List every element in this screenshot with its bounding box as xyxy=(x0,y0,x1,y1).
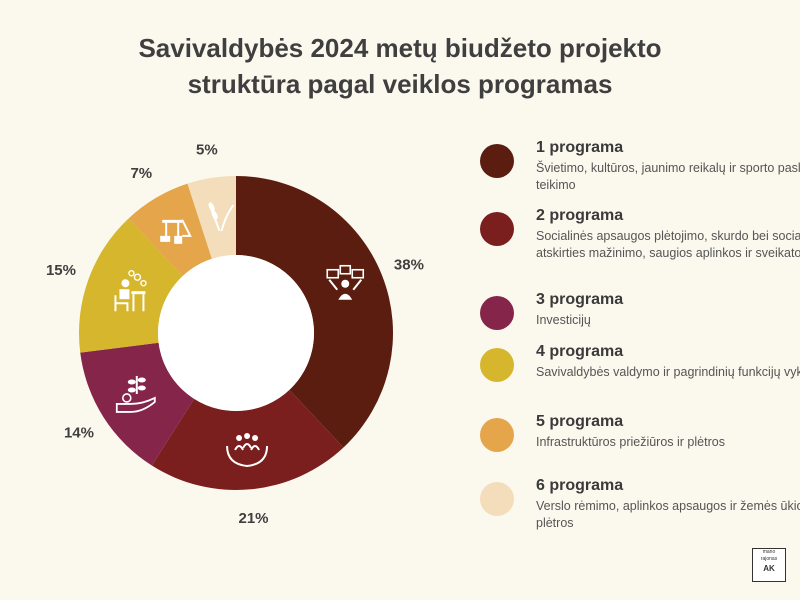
donut-hole xyxy=(158,255,314,411)
data-label-5: 7% xyxy=(130,165,152,182)
office-work-icon xyxy=(114,269,147,312)
legend-name: 6 programa xyxy=(536,477,624,494)
slice-4 xyxy=(79,218,183,353)
legend-name: 2 programa xyxy=(536,207,624,224)
data-label-2: 21% xyxy=(238,510,268,527)
legend-description: Verslo rėmimo, aplinkos apsaugos ir žemė… xyxy=(536,499,800,530)
data-label-6: 5% xyxy=(196,141,218,158)
title-line-2: struktūra pagal veiklos programas xyxy=(187,69,613,99)
legend-swatch xyxy=(480,144,514,178)
legend-item-2: 2 programa Socialinės apsaugos plėtojimo,… xyxy=(480,206,800,262)
legend-item-3: 3 programa Investicijų xyxy=(480,290,800,330)
data-label-3: 14% xyxy=(64,425,94,442)
legend-swatch xyxy=(480,348,514,382)
legend-swatch xyxy=(480,296,514,330)
legend-item-4: 4 programa Savivaldybės valdymo ir pagrin… xyxy=(480,342,800,382)
logo-text-1: mano xyxy=(762,549,776,555)
slice-6 xyxy=(187,176,236,259)
legend-swatch xyxy=(480,482,514,516)
legend-swatch xyxy=(480,212,514,246)
data-label-1: 38% xyxy=(394,257,424,274)
slice-2 xyxy=(151,389,344,491)
community-icon xyxy=(226,432,269,467)
legend-description: Infrastruktūros priežiūros ir plėtros xyxy=(536,435,725,449)
logo-text-2: rajonas xyxy=(760,556,778,562)
legend-name: 1 programa xyxy=(536,139,624,156)
chart-title: Savivaldybės 2024 metų biudžeto projekto… xyxy=(60,30,740,102)
logo: mano rajonas AK xyxy=(752,548,786,582)
legend-item-5: 5 programa Infrastruktūros priežiūros ir … xyxy=(480,412,800,452)
investment-icon xyxy=(115,375,156,413)
agriculture-icon xyxy=(208,202,235,232)
slice-1 xyxy=(236,176,394,448)
title-line-1: Savivaldybės 2024 metų biudžeto projekto xyxy=(138,33,662,63)
legend-description: Savivaldybės valdymo ir pagrindinių funk… xyxy=(536,365,800,379)
donut-chart: 38% 21% 14% 15% 7% 5% xyxy=(46,141,424,527)
infrastructure-icon xyxy=(160,219,192,244)
data-label-4: 15% xyxy=(46,262,76,279)
legend-swatch xyxy=(480,418,514,452)
legend-name: 3 programa xyxy=(536,291,624,308)
legend-description: Socialinės apsaugos plėtojimo, skurdo be… xyxy=(536,229,800,260)
legend-description: Investicijų xyxy=(536,313,591,327)
education-icon xyxy=(326,264,365,300)
slice-5 xyxy=(128,183,212,277)
legend-item-6: 6 programa Verslo rėmimo, aplinkos apsaug… xyxy=(480,476,800,532)
legend-name: 4 programa xyxy=(536,343,624,360)
legend-description: Švietimo, kultūros, jaunimo reikalų ir s… xyxy=(536,161,800,192)
logo-text-3: AK xyxy=(763,564,775,573)
legend-name: 5 programa xyxy=(536,413,624,430)
legend-item-1: 1 programa Švietimo, kultūros, jaunimo re… xyxy=(480,138,800,194)
